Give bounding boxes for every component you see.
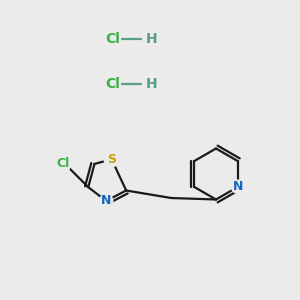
Circle shape xyxy=(232,180,245,194)
Text: H: H xyxy=(146,32,157,46)
Circle shape xyxy=(100,194,113,208)
Text: N: N xyxy=(233,180,243,193)
Text: Cl: Cl xyxy=(105,32,120,46)
Circle shape xyxy=(52,156,70,174)
Text: H: H xyxy=(146,77,157,91)
Text: S: S xyxy=(107,153,116,166)
Text: Cl: Cl xyxy=(56,157,69,170)
Circle shape xyxy=(104,152,119,167)
Text: N: N xyxy=(101,194,111,207)
Text: Cl: Cl xyxy=(105,77,120,91)
